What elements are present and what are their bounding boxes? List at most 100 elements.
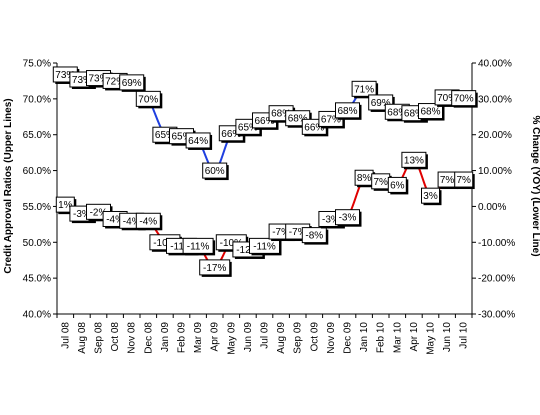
data-label: 60%	[202, 162, 229, 181]
data-label-text: 73%	[55, 70, 75, 81]
data-label-text: -17%	[203, 263, 226, 274]
right-tick-label: 0.00%	[478, 202, 506, 213]
left-tick-label: 75.0%	[23, 59, 51, 70]
data-label-box	[335, 209, 360, 226]
x-tick-label: Nov 08	[127, 322, 138, 354]
data-label: 13%	[401, 151, 428, 170]
data-label: 3%	[421, 187, 442, 206]
right-tick-label: 30.00%	[478, 94, 512, 105]
data-label-box	[119, 74, 145, 91]
data-label-text: 60%	[205, 166, 225, 177]
x-tick-label: Sep 08	[94, 322, 105, 354]
data-label-box	[387, 176, 407, 193]
data-label-text: -10%	[153, 238, 176, 249]
x-tick-label: Jan 09	[160, 322, 171, 352]
data-label: 70%	[135, 90, 163, 109]
data-label-text: 3%	[423, 191, 438, 202]
data-label-text: -8%	[305, 231, 323, 242]
data-label-text: -4%	[139, 216, 157, 227]
data-label-text: 7%	[456, 175, 471, 186]
data-labels-group: 73%73%73%72%69%70%65%65%64%60%66%65%66%6…	[52, 66, 478, 277]
data-label-text: -11%	[187, 241, 210, 252]
data-label-text: -10%	[220, 238, 243, 249]
data-label-text: 68%	[387, 107, 407, 118]
data-label-box	[185, 132, 211, 149]
data-label-text: -2%	[90, 207, 108, 218]
left-tick-label: 45.0%	[23, 274, 51, 285]
data-label-text: 6%	[390, 180, 405, 191]
x-tick-label: Dec 09	[343, 322, 354, 354]
data-label-box	[301, 227, 327, 244]
left-axis-title: Credit Approval Ratios (Upper Lines)	[3, 98, 14, 273]
data-label-box	[454, 171, 474, 188]
data-label-text: 7%	[440, 175, 455, 186]
data-label-text: -3%	[339, 213, 357, 224]
x-tick-label: Nov 09	[326, 322, 337, 354]
x-tick-label: Mar 09	[193, 322, 204, 354]
data-label-text: 64%	[188, 136, 208, 147]
data-label-text: 68%	[420, 107, 440, 118]
data-label-text: 66%	[221, 129, 241, 140]
data-label-text: -7%	[289, 227, 307, 238]
left-tick-label: 70.0%	[23, 94, 51, 105]
data-label-box	[335, 102, 360, 119]
x-tick-label: Jun 09	[243, 322, 254, 352]
x-tick-label: Oct 08	[110, 322, 121, 352]
x-tick-label: Dec 08	[143, 322, 154, 354]
data-label: 64%	[185, 132, 213, 150]
left-tick-label: 40.0%	[23, 310, 51, 321]
x-tick-label: Aug 08	[77, 322, 88, 354]
left-tick-label: 55.0%	[23, 202, 51, 213]
axes-group: 75.0% 70.0% 65.0% 60.0% 55.0% 50.0% 45.0% 40.0%…	[23, 59, 516, 355]
data-label: 7%	[437, 171, 459, 190]
data-label-text: -3%	[322, 214, 340, 225]
data-label-text: 68%	[404, 109, 424, 120]
data-label-text: 73%	[72, 75, 92, 86]
data-label-box	[199, 259, 231, 276]
x-tick-label: Jan 10	[359, 322, 370, 352]
data-label-text: -4%	[123, 216, 141, 227]
data-label-text: 70%	[138, 94, 158, 105]
data-label-text: 73%	[88, 74, 108, 85]
right-tick-label: 20.00%	[478, 130, 512, 141]
data-label-box	[202, 162, 228, 179]
data-label: -4%	[135, 212, 163, 231]
data-label-text: 68%	[337, 106, 357, 117]
data-label-text: 7%	[373, 177, 388, 188]
x-tick-label: Oct 09	[309, 322, 320, 352]
left-tick-label: 65.0%	[23, 130, 51, 141]
left-tick-label: 50.0%	[23, 238, 51, 249]
data-label-text: 65%	[171, 132, 191, 143]
x-tick-label: Jul 10	[459, 322, 470, 349]
data-label: 68%	[418, 103, 445, 121]
data-label-text: -4%	[106, 214, 124, 225]
x-tick-label: May 09	[226, 322, 237, 355]
data-label-text: 13%	[404, 155, 424, 166]
x-tick-label: Feb 10	[376, 322, 387, 354]
right-axis-title: % Change (YOY) (Lower Line)	[530, 115, 540, 256]
data-label-box	[135, 212, 161, 229]
x-tick-label: Apr 10	[409, 322, 420, 352]
data-label-text: -12%	[236, 245, 259, 256]
data-label-text: 70%	[454, 94, 474, 105]
right-tick-label: -30.00%	[478, 310, 515, 321]
data-label: 70%	[451, 90, 478, 108]
x-tick-label: Apr 09	[210, 322, 221, 352]
x-tick-label: Feb 09	[177, 322, 188, 354]
data-label-text: 68%	[271, 109, 291, 120]
data-label-box	[451, 90, 477, 107]
right-tick-label: -10.00%	[478, 238, 515, 249]
data-label-text: -3%	[73, 209, 91, 220]
data-label-box	[135, 90, 161, 107]
data-label-text: 72%	[105, 76, 125, 87]
x-tick-label: Aug 09	[276, 322, 287, 354]
data-label-text: 70%	[437, 93, 457, 104]
data-label-text: 69%	[122, 78, 142, 89]
data-label: 6%	[387, 176, 409, 195]
data-label-text: 66%	[254, 116, 274, 127]
data-label-box	[421, 187, 440, 204]
data-label-text: 65%	[238, 122, 258, 133]
data-label: 8%	[354, 169, 376, 188]
data-label-box	[351, 80, 377, 97]
